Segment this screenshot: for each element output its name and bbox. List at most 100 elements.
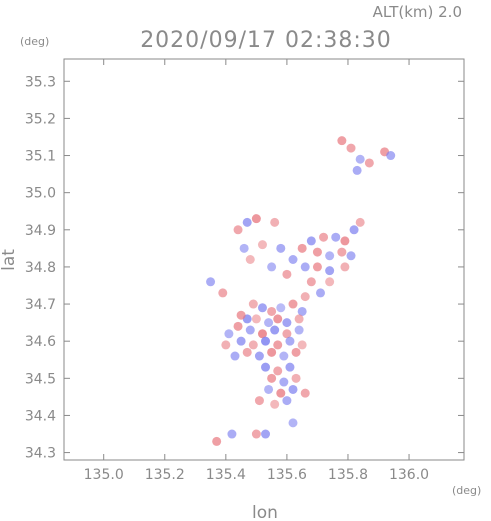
data-point [355, 217, 365, 227]
data-point [297, 306, 307, 316]
y-tick-label: 34.3 [25, 446, 56, 462]
y-axis-title: lat [0, 249, 19, 271]
data-point [251, 314, 261, 324]
data-point [325, 277, 335, 287]
data-point [233, 321, 243, 331]
data-point [227, 429, 237, 439]
data-point [346, 251, 356, 261]
y-tick-label: 35.2 [25, 111, 56, 127]
data-point [319, 232, 329, 242]
data-point [285, 336, 295, 346]
x-tick-label: 135.6 [267, 467, 307, 483]
data-point [337, 247, 347, 257]
data-point [257, 303, 267, 313]
data-point [312, 262, 322, 272]
data-point [282, 329, 292, 339]
data-point [300, 388, 310, 398]
y-tick-label: 34.5 [25, 371, 56, 387]
data-point [352, 165, 362, 175]
x-axis-title: lon [252, 503, 278, 521]
data-point [206, 277, 216, 287]
y-tick-label: 35.3 [25, 74, 56, 90]
data-point [224, 329, 234, 339]
y-tick-label: 34.9 [25, 223, 56, 239]
data-point [288, 384, 298, 394]
data-point [257, 240, 267, 250]
chart-title: 2020/09/17 02:38:30 [140, 28, 392, 53]
data-point [346, 143, 356, 153]
data-point [285, 362, 295, 372]
data-point [282, 269, 292, 279]
data-point [325, 266, 335, 276]
data-point [364, 158, 374, 168]
data-point [251, 429, 261, 439]
data-point [291, 373, 301, 383]
data-point [261, 362, 271, 372]
data-point [254, 396, 264, 406]
data-point [261, 336, 271, 346]
data-point [245, 255, 255, 264]
data-point [273, 366, 283, 376]
data-point [282, 318, 292, 328]
data-point [257, 329, 267, 339]
data-point [312, 247, 322, 257]
axis-ticks: 135.0 135.2 135.4 135.6 135.8 136.0 34.3 34.4 34… [25, 59, 464, 483]
data-point [300, 262, 310, 272]
y-tick-label: 35.1 [25, 149, 56, 165]
data-point [267, 306, 277, 316]
data-point [315, 288, 325, 298]
data-point [248, 340, 258, 350]
data-point [291, 347, 301, 357]
data-point [279, 377, 289, 387]
data-point [331, 232, 341, 242]
data-point [273, 340, 283, 350]
data-point [273, 314, 283, 324]
y-tick-label: 34.4 [25, 408, 56, 424]
data-point [270, 325, 280, 335]
data-point [264, 384, 274, 394]
data-point [288, 255, 298, 264]
data-point [248, 299, 258, 309]
y-tick-label: 35.0 [25, 186, 56, 202]
data-point [218, 288, 228, 298]
data-point [297, 340, 307, 350]
data-point [282, 396, 292, 406]
data-point [297, 243, 307, 253]
data-point [294, 325, 304, 335]
x-tick-label: 135.4 [206, 467, 246, 483]
data-point [230, 351, 240, 361]
data-point [340, 236, 350, 246]
data-point [239, 243, 249, 253]
data-point [276, 388, 286, 398]
x-tick-label: 136.0 [389, 467, 429, 483]
data-point [254, 351, 264, 361]
data-point [276, 243, 286, 253]
data-point [300, 292, 310, 302]
x-tick-label: 135.8 [328, 467, 368, 483]
data-point [337, 136, 347, 146]
data-point [261, 429, 271, 439]
data-point [236, 310, 246, 320]
altitude-label: ALT(km) 2.0 [373, 3, 462, 21]
data-point [221, 340, 231, 350]
data-point [325, 251, 335, 261]
x-unit-label: (deg) [452, 484, 481, 497]
data-point [288, 418, 298, 428]
data-point [306, 277, 316, 287]
x-tick-label: 135.0 [84, 467, 124, 483]
data-point [270, 399, 280, 409]
data-points [206, 136, 396, 446]
data-point [270, 217, 280, 227]
y-tick-label: 34.7 [25, 297, 56, 313]
data-point [233, 225, 243, 235]
data-point [267, 373, 277, 383]
data-point [242, 217, 252, 227]
data-point [267, 262, 277, 272]
y-tick-label: 34.8 [25, 260, 56, 276]
data-point [349, 225, 359, 235]
y-tick-label: 34.6 [25, 334, 56, 350]
data-point [386, 151, 396, 161]
data-point [267, 347, 277, 357]
data-point [306, 236, 316, 246]
